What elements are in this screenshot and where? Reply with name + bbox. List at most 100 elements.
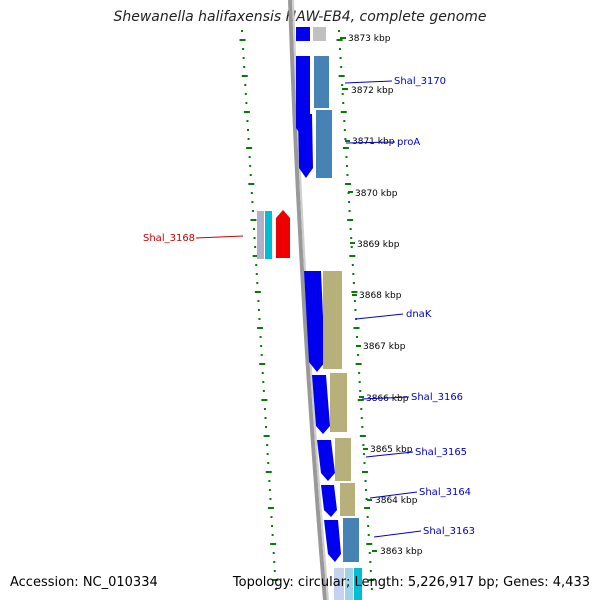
gene-top-fragment — [296, 27, 310, 41]
gene-label-proa: proA — [397, 137, 420, 148]
gene-shal-3165 — [317, 440, 335, 481]
feature-dnak — [323, 271, 342, 369]
genome-backbone — [288, 0, 327, 600]
tick-label-3873: 3873 kbp — [348, 34, 391, 44]
gc-skew-right-mark — [349, 228, 352, 230]
gc-skew-left-mark — [266, 453, 269, 455]
gc-skew-right-mark — [369, 561, 372, 563]
gc-skew-left-mark — [271, 525, 274, 527]
gc-skew-right-mark — [355, 363, 362, 365]
feature-bottom-fragment-a — [334, 568, 344, 600]
feature-top-fragment — [313, 27, 326, 41]
gc-skew-left-mark — [268, 480, 271, 482]
gc-skew-left-mark — [261, 399, 268, 401]
gc-skew-left-mark — [255, 273, 258, 275]
gc-skew-left-mark — [274, 588, 277, 590]
gc-skew-left-mark — [260, 345, 263, 347]
gc-skew-left-mark — [263, 408, 266, 410]
gc-skew-right-mark — [341, 84, 344, 86]
gc-skew-right-mark — [348, 201, 351, 203]
gc-skew-right-mark — [366, 543, 373, 545]
gc-skew-left-mark — [242, 57, 245, 59]
gc-skew-right-mark — [338, 75, 345, 77]
gc-skew-left-mark — [262, 390, 265, 392]
gc-skew-right-mark — [361, 471, 368, 473]
gc-skew-left-mark — [259, 336, 262, 338]
gc-skew-left-mark — [269, 498, 272, 500]
gc-skew-right-mark — [345, 183, 352, 185]
gene-proa — [298, 114, 313, 178]
tick-label-3864: 3864 kbp — [375, 496, 418, 506]
gc-skew-left-mark — [248, 183, 255, 185]
gc-skew-left-mark — [255, 264, 258, 266]
gc-skew-right-mark — [348, 210, 351, 212]
feature-proa — [316, 110, 332, 178]
gc-skew-right-mark — [367, 525, 370, 527]
gc-skew-left-mark — [243, 66, 246, 68]
gc-skew-right-mark — [353, 300, 356, 302]
gc-skew-left-track — [239, 30, 279, 590]
gc-skew-left-mark — [251, 201, 254, 203]
gc-skew-left-mark — [239, 39, 246, 41]
gc-skew-left-mark — [254, 246, 257, 248]
gc-skew-left-mark — [257, 300, 260, 302]
gene-shal-3164 — [321, 485, 337, 517]
gene-label-shal-3168: Shal_3168 — [143, 233, 195, 244]
tick-label-3872: 3872 kbp — [351, 86, 394, 96]
feature-shal-3164 — [340, 483, 355, 516]
gc-skew-right-mark — [350, 246, 353, 248]
gc-skew-right-mark — [354, 309, 357, 311]
gc-skew-right-mark — [352, 282, 355, 284]
gc-skew-left-mark — [246, 120, 249, 122]
gc-skew-right-mark — [345, 165, 348, 167]
feature-shal-3168-cyan — [265, 211, 272, 259]
gc-skew-left-mark — [241, 75, 248, 77]
gc-skew-right-mark — [363, 462, 366, 464]
gc-skew-right-mark — [360, 408, 363, 410]
gc-skew-left-mark — [260, 354, 263, 356]
gc-skew-right-mark — [351, 264, 354, 266]
gc-skew-left-mark — [245, 102, 248, 104]
tick-label-3868: 3868 kbp — [359, 291, 402, 301]
gc-skew-left-mark — [253, 228, 256, 230]
gc-skew-left-mark — [242, 48, 245, 50]
gc-skew-left-mark — [243, 111, 250, 113]
feature-shal-3165 — [335, 438, 351, 481]
feature-shal-3166 — [330, 373, 347, 432]
gc-skew-left-mark — [272, 552, 275, 554]
gene-label-shal-3170: Shal_3170 — [394, 76, 446, 87]
gc-skew-right-mark — [365, 489, 368, 491]
gc-skew-left-mark — [273, 561, 276, 563]
gc-skew-left-mark — [267, 507, 274, 509]
gene-label-dnak: dnaK — [406, 309, 432, 320]
gc-skew-left-mark — [265, 426, 268, 428]
gc-skew-left-mark — [253, 237, 256, 239]
gc-skew-right-mark — [354, 318, 357, 320]
gc-skew-right-mark — [362, 444, 365, 446]
gc-skew-right-mark — [347, 219, 354, 221]
gc-skew-left-mark — [249, 174, 252, 176]
gc-skew-right-mark — [365, 498, 368, 500]
gc-skew-left-mark — [254, 291, 261, 293]
gene-label-shal-3163: Shal_3163 — [423, 526, 475, 537]
feature-bottom-fragment-b — [345, 568, 353, 600]
gc-skew-right-mark — [339, 57, 342, 59]
gc-skew-left-mark — [249, 165, 252, 167]
gc-skew-right-mark — [340, 66, 343, 68]
tick-label-3865: 3865 kbp — [370, 445, 413, 455]
gene-label-shal-3165: Shal_3165 — [415, 447, 467, 458]
gc-skew-right-mark — [342, 102, 345, 104]
gc-skew-right-mark — [338, 30, 340, 32]
gc-skew-right-mark — [340, 111, 347, 113]
tick-label-3866: 3866 kbp — [366, 394, 409, 404]
gc-skew-left-mark — [271, 534, 274, 536]
gc-skew-left-mark — [262, 381, 265, 383]
gene-dnak — [304, 271, 325, 372]
gene-shal-3166 — [312, 375, 330, 434]
gc-skew-right-mark — [341, 93, 344, 95]
gc-skew-right-mark — [357, 399, 364, 401]
gc-skew-right-mark — [366, 516, 369, 518]
gc-skew-right-mark — [351, 291, 358, 293]
gc-skew-left-mark — [263, 435, 270, 437]
gc-skew-right-mark — [353, 327, 360, 329]
